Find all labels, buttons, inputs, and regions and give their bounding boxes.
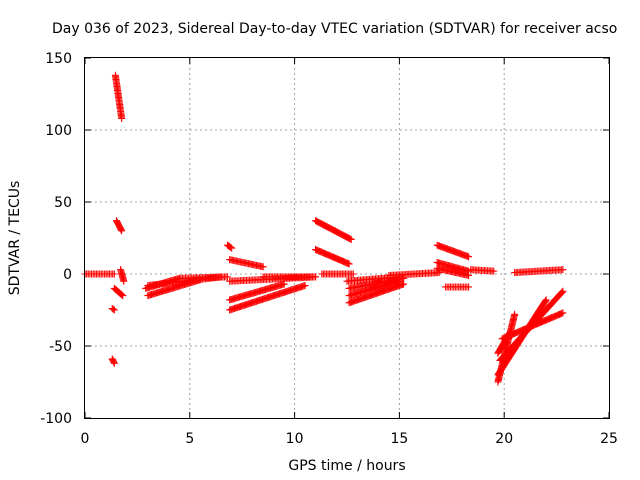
data-point <box>110 359 118 367</box>
data-point <box>506 328 514 336</box>
series-arc-26 <box>433 241 473 261</box>
y-tick-label: -100 <box>40 411 72 427</box>
data-point <box>506 329 514 337</box>
series-arc-13 <box>226 256 267 271</box>
series-arc-15 <box>226 282 309 314</box>
series-arc-25 <box>385 269 443 279</box>
plot-frame <box>84 57 610 419</box>
x-tick-label: 10 <box>286 431 304 447</box>
data-point <box>511 310 519 318</box>
data-point <box>541 297 549 305</box>
data-point <box>119 292 127 300</box>
data-point <box>558 288 566 296</box>
data-point <box>224 273 232 281</box>
series-arc-28 <box>433 264 473 279</box>
x-axis-label: GPS time / hours <box>288 458 405 474</box>
axis-ticks: 0 5 10 15 20 25 -100 -50 0 50 100 150 <box>40 51 618 447</box>
data-point <box>110 270 118 278</box>
data-point <box>118 114 126 122</box>
data-point <box>400 274 408 282</box>
data-point <box>301 282 309 290</box>
y-axis-label: SDTVAR / TECUs <box>7 181 23 296</box>
series-arc-02 <box>111 71 126 122</box>
data-points <box>81 71 567 386</box>
series-arc-01 <box>81 270 118 278</box>
data-point <box>228 244 236 252</box>
series-arc-19 <box>312 246 353 268</box>
x-tick-label: 0 <box>81 431 90 447</box>
series-arc-06 <box>110 284 127 300</box>
data-point <box>346 235 354 243</box>
series-arc-03 <box>112 217 126 235</box>
data-point <box>227 243 235 251</box>
data-point <box>312 273 320 281</box>
data-point <box>280 280 288 288</box>
y-tick-label: -50 <box>49 339 72 355</box>
data-point <box>118 291 126 299</box>
data-point <box>490 267 498 275</box>
series-arc-17 <box>259 273 320 281</box>
series-arc-30 <box>467 266 498 275</box>
x-tick-label: 5 <box>185 431 194 447</box>
series-arc-36 <box>494 328 514 357</box>
x-tick-label: 25 <box>600 431 618 447</box>
data-point <box>349 270 357 278</box>
y-tick-label: 50 <box>54 195 72 211</box>
data-point <box>259 263 267 271</box>
x-tick-label: 20 <box>495 431 513 447</box>
series-arc-05 <box>108 305 118 314</box>
y-tick-label: 150 <box>45 51 72 67</box>
data-point <box>559 309 567 317</box>
data-point <box>109 305 117 313</box>
data-point <box>465 253 473 261</box>
data-point <box>117 290 125 298</box>
data-point <box>347 235 355 243</box>
series-arc-20 <box>318 270 357 278</box>
series-arc-16 <box>226 280 288 304</box>
data-point <box>110 306 118 314</box>
data-point <box>542 296 550 304</box>
y-tick-label: 0 <box>63 267 72 283</box>
data-point <box>120 277 128 285</box>
data-point <box>465 283 473 291</box>
chart-title: Day 036 of 2023, Sidereal Day-to-day VTE… <box>52 21 617 37</box>
data-point <box>559 266 567 274</box>
series-arc-04 <box>108 355 118 367</box>
y-tick-label: 100 <box>45 123 72 139</box>
data-point <box>557 289 565 297</box>
series-arc-18 <box>312 217 355 243</box>
series-arc-29 <box>442 283 473 291</box>
series-arc-07 <box>117 266 128 285</box>
series-arc-11 <box>175 273 232 282</box>
data-point <box>465 271 473 279</box>
data-point <box>559 287 567 295</box>
data-point <box>118 227 126 235</box>
series-arc-12 <box>224 241 236 252</box>
series-arc-24 <box>345 274 408 292</box>
data-point <box>345 260 353 268</box>
series-arc-34 <box>496 287 567 364</box>
x-tick-label: 15 <box>390 431 408 447</box>
series-arc-31 <box>511 266 567 277</box>
